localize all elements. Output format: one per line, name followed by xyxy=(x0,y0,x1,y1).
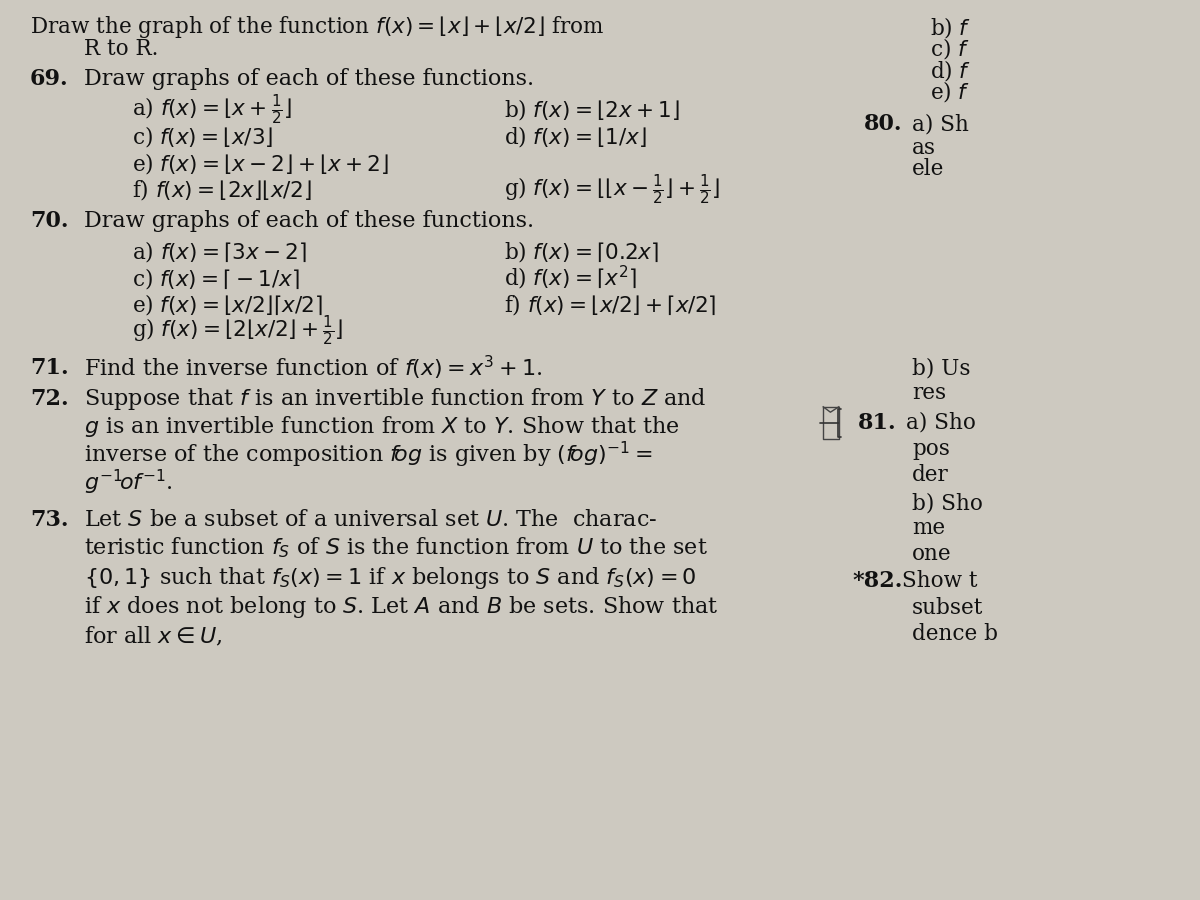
Text: Show t: Show t xyxy=(902,571,978,592)
Text: subset: subset xyxy=(912,597,983,618)
Text: *82.: *82. xyxy=(852,571,902,592)
Text: b) $f(x) = \lfloor 2x + 1 \rfloor$: b) $f(x) = \lfloor 2x + 1 \rfloor$ xyxy=(504,97,680,122)
Text: a) Sho: a) Sho xyxy=(906,412,976,434)
Text: c) $f(x) = \lceil -1/x \rceil$: c) $f(x) = \lceil -1/x \rceil$ xyxy=(132,266,300,291)
Text: 80.: 80. xyxy=(864,113,902,135)
Text: teristic function $f_S$ of $S$ is the function from $U$ to the set: teristic function $f_S$ of $S$ is the fu… xyxy=(84,536,708,561)
Text: b) Us: b) Us xyxy=(912,357,971,379)
Text: me: me xyxy=(912,518,946,539)
Text: for all $x \in U$,: for all $x \in U$, xyxy=(84,626,222,649)
Text: a) $f(x) = \lceil 3x - 2 \rceil$: a) $f(x) = \lceil 3x - 2 \rceil$ xyxy=(132,239,307,265)
Text: d) $f$: d) $f$ xyxy=(930,58,971,83)
Text: der: der xyxy=(912,464,949,486)
Text: Let $S$ be a subset of a universal set $U$. The  charac-: Let $S$ be a subset of a universal set $… xyxy=(84,509,658,531)
Text: c) $f$: c) $f$ xyxy=(930,36,970,61)
Text: Draw graphs of each of these functions.: Draw graphs of each of these functions. xyxy=(84,68,534,90)
Text: 69.: 69. xyxy=(30,68,68,90)
Text: e) $f(x) = \lfloor x/2 \rfloor \lceil x/2 \rceil$: e) $f(x) = \lfloor x/2 \rfloor \lceil x/… xyxy=(132,292,323,317)
Text: Find the inverse function of $f(x) = x^3 + 1$.: Find the inverse function of $f(x) = x^3… xyxy=(84,354,542,382)
Text: a) Sh: a) Sh xyxy=(912,113,968,135)
Text: b) Sho: b) Sho xyxy=(912,492,983,514)
Text: d) $f(x) = \lfloor 1/x \rfloor$: d) $f(x) = \lfloor 1/x \rfloor$ xyxy=(504,124,647,149)
Text: as: as xyxy=(912,137,936,158)
Text: $\{0, 1\}$ such that $f_S(x) = 1$ if $x$ belongs to $S$ and $f_S(x) = 0$: $\{0, 1\}$ such that $f_S(x) = 1$ if $x$… xyxy=(84,565,697,590)
Text: dence b: dence b xyxy=(912,624,998,645)
Text: a) $f(x) = \lfloor x + \frac{1}{2} \rfloor$: a) $f(x) = \lfloor x + \frac{1}{2} \rflo… xyxy=(132,93,292,127)
Text: 70.: 70. xyxy=(30,211,68,232)
Text: 71.: 71. xyxy=(30,357,68,379)
Text: Suppose that $f$ is an invertible function from $Y$ to $Z$ and: Suppose that $f$ is an invertible functi… xyxy=(84,386,707,411)
Text: ele: ele xyxy=(912,158,944,180)
Text: Draw graphs of each of these functions.: Draw graphs of each of these functions. xyxy=(84,211,534,232)
Text: e) $f$: e) $f$ xyxy=(930,79,971,104)
Text: g) $f(x) = \lfloor 2 \lfloor x/2 \rfloor + \frac{1}{2} \rfloor$: g) $f(x) = \lfloor 2 \lfloor x/2 \rfloor… xyxy=(132,313,343,347)
Text: 72.: 72. xyxy=(30,388,68,410)
Text: one: one xyxy=(912,544,952,565)
Text: if $x$ does not belong to $S$. Let $A$ and $B$ be sets. Show that: if $x$ does not belong to $S$. Let $A$ a… xyxy=(84,595,719,620)
Text: e) $f(x) = \lfloor x - 2 \rfloor + \lfloor x + 2 \rfloor$: e) $f(x) = \lfloor x - 2 \rfloor + \lflo… xyxy=(132,151,389,176)
Text: pos: pos xyxy=(912,438,950,460)
Text: b) $f(x) = \lceil 0.2x \rceil$: b) $f(x) = \lceil 0.2x \rceil$ xyxy=(504,239,659,265)
Text: $g$ is an invertible function from $X$ to $Y$. Show that the: $g$ is an invertible function from $X$ t… xyxy=(84,414,680,439)
Text: d) $f(x) = \lceil x^2 \rceil$: d) $f(x) = \lceil x^2 \rceil$ xyxy=(504,264,637,292)
Text: $g^{-1}\!of^{-1}$.: $g^{-1}\!of^{-1}$. xyxy=(84,468,173,497)
Text: f) $f(x) = \lfloor x/2 \rfloor + \lceil x/2 \rceil$: f) $f(x) = \lfloor x/2 \rfloor + \lceil … xyxy=(504,292,716,317)
Text: f) $f(x) = \lfloor 2x \rfloor \lfloor x/2 \rfloor$: f) $f(x) = \lfloor 2x \rfloor \lfloor x/… xyxy=(132,177,312,202)
Text: R to R.: R to R. xyxy=(84,38,158,59)
Text: 81.: 81. xyxy=(858,412,896,434)
Text: res: res xyxy=(912,382,946,404)
Text: Draw the graph of the function $f(x) = \lfloor x \rfloor + \lfloor x/2 \rfloor$ : Draw the graph of the function $f(x) = \… xyxy=(30,14,605,40)
Text: 73.: 73. xyxy=(30,509,68,531)
Text: c) $f(x) = \lfloor x/3 \rfloor$: c) $f(x) = \lfloor x/3 \rfloor$ xyxy=(132,124,274,149)
Text: g) $f(x) = \lfloor \lfloor x - \frac{1}{2} \rfloor + \frac{1}{2} \rfloor$: g) $f(x) = \lfloor \lfloor x - \frac{1}{… xyxy=(504,173,720,207)
Text: b) $f$: b) $f$ xyxy=(930,14,971,40)
Text: inverse of the composition $f\!og$ is given by $(f\!og)^{-1} =$: inverse of the composition $f\!og$ is gi… xyxy=(84,439,653,470)
